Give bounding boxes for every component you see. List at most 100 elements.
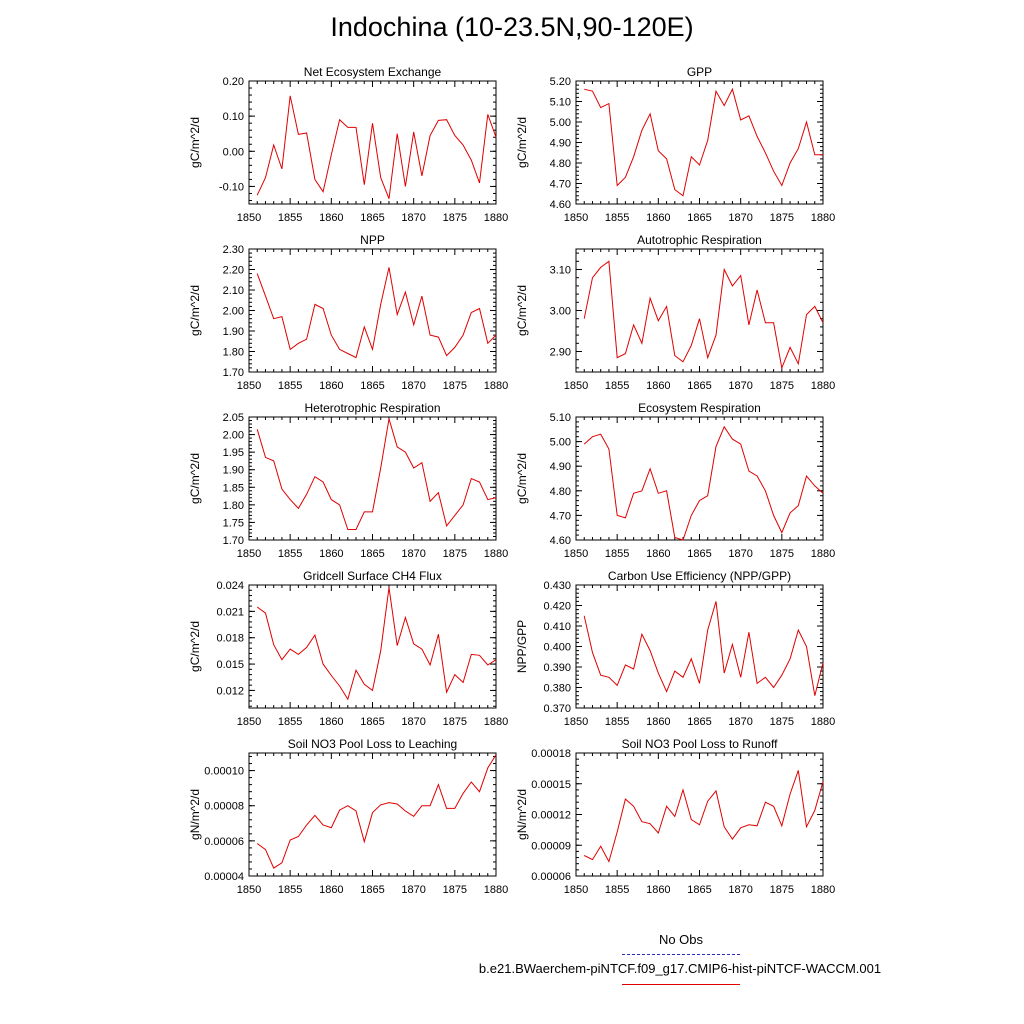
legend-run-label: b.e21.BWaerchem-piNTCF.f09_g17.CMIP6-his…: [478, 961, 882, 976]
x-tick-label: 1850: [237, 716, 261, 728]
x-tick-label: 1855: [605, 212, 629, 224]
series-line: [256, 754, 497, 869]
panel-title: Autotrophic Respiration: [637, 233, 762, 247]
x-tick-label: 1855: [278, 716, 302, 728]
x-tick-label: 1870: [401, 212, 425, 224]
series-line: [583, 601, 824, 696]
y-tick-label: 0.380: [543, 683, 571, 695]
y-tick-label: 5.10: [550, 412, 571, 424]
y-tick-label: 0.00015: [531, 779, 571, 791]
x-tick-label: 1865: [360, 548, 384, 560]
panel-2: GPPgC/m^2/d5.205.105.004.904.804.704.601…: [515, 65, 835, 224]
x-tick-label: 1855: [278, 884, 302, 896]
y-tick-label: 4.80: [550, 158, 571, 170]
y-tick-label: 0.00006: [531, 871, 571, 883]
y-tick-label: 4.90: [550, 138, 571, 150]
x-tick-label: 1875: [770, 380, 794, 392]
y-tick-label: 0.00006: [204, 836, 244, 848]
x-tick-label: 1870: [728, 716, 752, 728]
y-tick-label: 1.75: [223, 517, 244, 529]
panel-title: Carbon Use Efficiency (NPP/GPP): [608, 569, 791, 583]
x-tick-label: 1850: [564, 548, 588, 560]
x-tick-label: 1865: [687, 380, 711, 392]
x-tick-label: 1855: [605, 380, 629, 392]
x-tick-label: 1870: [728, 548, 752, 560]
y-tick-label: 3.10: [550, 265, 571, 277]
plot-frame: [248, 80, 497, 205]
plot-frame: [248, 248, 497, 373]
y-tick-label: 4.70: [550, 179, 571, 191]
y-axis-label: gC/m^2/d: [188, 621, 202, 672]
panel-title: Gridcell Surface CH4 Flux: [303, 569, 442, 583]
x-tick-label: 1865: [360, 380, 384, 392]
y-tick-label: 2.30: [223, 244, 244, 256]
x-tick-label: 1850: [237, 548, 261, 560]
plot-frame: [575, 584, 824, 709]
x-tick-label: 1850: [564, 884, 588, 896]
y-tick-label: 5.00: [550, 437, 571, 449]
x-tick-label: 1880: [811, 548, 835, 560]
y-tick-label: 0.015: [216, 659, 244, 671]
series-line: [256, 587, 497, 701]
panel-10: Soil NO3 Pool Loss to RunoffgN/m^2/d0.00…: [515, 737, 835, 896]
series-line: [256, 267, 497, 359]
x-tick-label: 1875: [770, 884, 794, 896]
x-tick-label: 1875: [443, 380, 467, 392]
series-line: [584, 87, 823, 197]
y-axis-label: gC/m^2/d: [515, 117, 529, 168]
panel-3: NPPgC/m^2/d2.302.202.102.001.901.801.701…: [188, 233, 508, 392]
y-tick-label: 0.390: [543, 662, 571, 674]
y-tick-label: -0.10: [219, 181, 244, 193]
y-tick-label: 5.10: [550, 97, 571, 109]
panel-5: Heterotrophic Respiration gC/m^2/d 2.05 2.0…: [188, 401, 508, 560]
x-tick-label: 1880: [811, 716, 835, 728]
x-tick-label: 1860: [646, 548, 670, 560]
y-tick-label: 1.90: [223, 465, 244, 477]
x-tick-label: 1865: [360, 884, 384, 896]
x-tick-label: 1855: [605, 548, 629, 560]
x-tick-label: 1850: [237, 212, 261, 224]
x-tick-label: 1875: [770, 212, 794, 224]
y-tick-label: 0.00012: [531, 810, 571, 822]
x-tick-label: 1850: [564, 716, 588, 728]
y-tick-label: 0.021: [216, 606, 244, 618]
x-tick-label: 1870: [728, 212, 752, 224]
y-tick-label: 2.00: [223, 306, 244, 318]
figure-title: Indochina (10-23.5N,90-120E): [330, 12, 694, 42]
y-tick-label: 2.00: [223, 430, 244, 442]
x-tick-label: 1860: [319, 548, 343, 560]
x-tick-label: 1865: [687, 716, 711, 728]
y-tick-label: 1.80: [223, 347, 244, 359]
series-line: [583, 260, 824, 370]
x-tick-label: 1860: [319, 716, 343, 728]
series-line: [583, 425, 824, 541]
y-tick-label: 4.90: [550, 461, 571, 473]
x-tick-label: 1880: [484, 212, 508, 224]
plot-frame: [575, 752, 824, 877]
x-tick-label: 1860: [319, 380, 343, 392]
panel-title: Net Ecosystem Exchange: [304, 65, 442, 79]
y-axis-label: gC/m^2/d: [188, 453, 202, 504]
x-tick-label: 1870: [401, 716, 425, 728]
x-tick-label: 1870: [401, 548, 425, 560]
x-tick-label: 1880: [811, 380, 835, 392]
y-tick-label: 0.420: [543, 601, 571, 613]
panel-6: Ecosystem Respiration gC/m^2/d 5.10 5.00 4.9…: [515, 401, 835, 560]
y-tick-label: 0.10: [223, 111, 244, 123]
x-tick-label: 1865: [687, 212, 711, 224]
x-tick-label: 1880: [484, 380, 508, 392]
panel-1: Net Ecosystem Exchange gC/m^2/d 0.20 0.10 0.…: [188, 65, 508, 224]
y-tick-label: 0.00: [223, 146, 244, 158]
panel-9: Soil NO3 Pool Loss to LeachinggN/m^2/d0.…: [188, 737, 508, 896]
y-tick-label: 0.430: [543, 580, 571, 592]
y-tick-label: 0.370: [543, 703, 571, 715]
y-tick-label: 4.60: [550, 199, 571, 211]
x-tick-label: 1860: [646, 884, 670, 896]
y-axis-label: gC/m^2/d: [188, 285, 202, 336]
x-tick-label: 1850: [237, 884, 261, 896]
y-tick-label: 1.90: [223, 326, 244, 338]
panel-7: Gridcell Surface CH4 Flux gC/m^2/d 0.024 0.…: [188, 569, 508, 728]
panel-title: Ecosystem Respiration: [638, 401, 761, 415]
series-line: [256, 95, 497, 199]
